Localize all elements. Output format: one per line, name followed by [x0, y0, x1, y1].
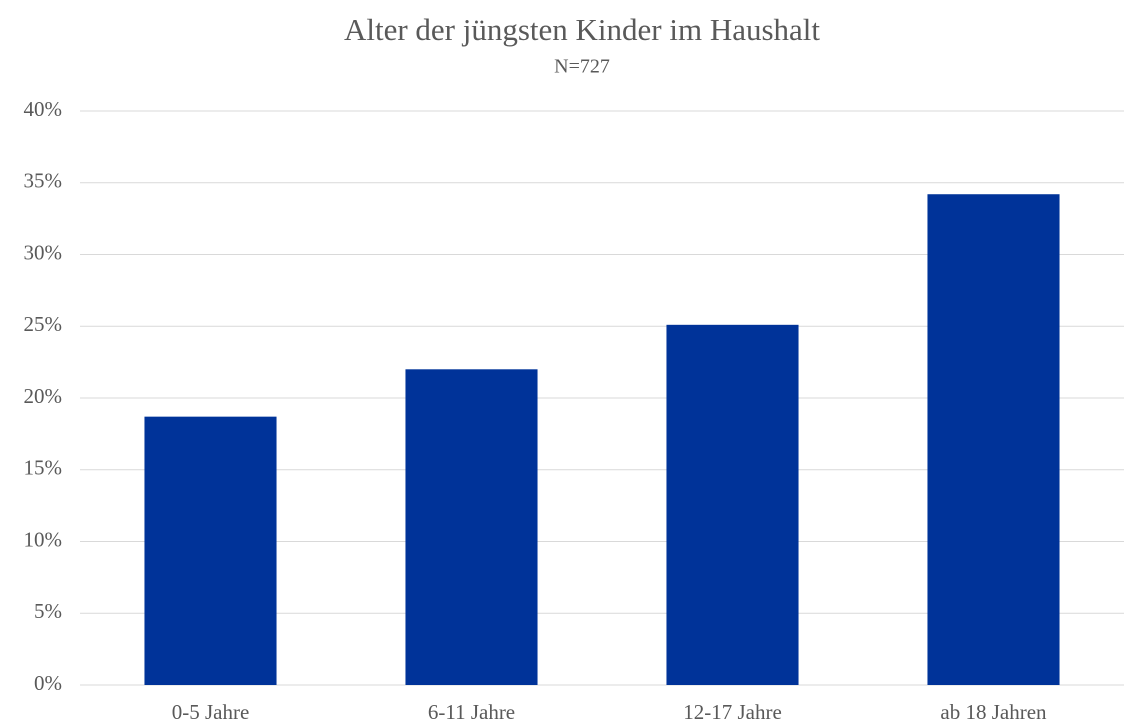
bar [405, 369, 538, 685]
y-tick-label: 5% [34, 599, 62, 623]
bar [927, 194, 1060, 686]
y-tick-label: 35% [24, 169, 63, 193]
chart-title: Alter der jüngsten Kinder im Haushalt [344, 12, 820, 47]
y-tick-label: 20% [24, 384, 63, 408]
y-tick-label: 0% [34, 671, 62, 695]
x-tick-label: 0-5 Jahre [172, 700, 250, 724]
y-tick-label: 30% [24, 240, 63, 264]
x-tick-label: 6-11 Jahre [428, 700, 515, 724]
bar [666, 324, 799, 685]
y-tick-label: 40% [24, 97, 63, 121]
bar [144, 416, 277, 685]
y-tick-label: 15% [24, 456, 63, 480]
x-tick-label: ab 18 Jahren [940, 700, 1047, 724]
x-tick-label: 12-17 Jahre [683, 700, 782, 724]
y-tick-label: 10% [24, 527, 63, 551]
y-tick-label: 25% [24, 312, 63, 336]
chart-subtitle: N=727 [554, 56, 610, 78]
